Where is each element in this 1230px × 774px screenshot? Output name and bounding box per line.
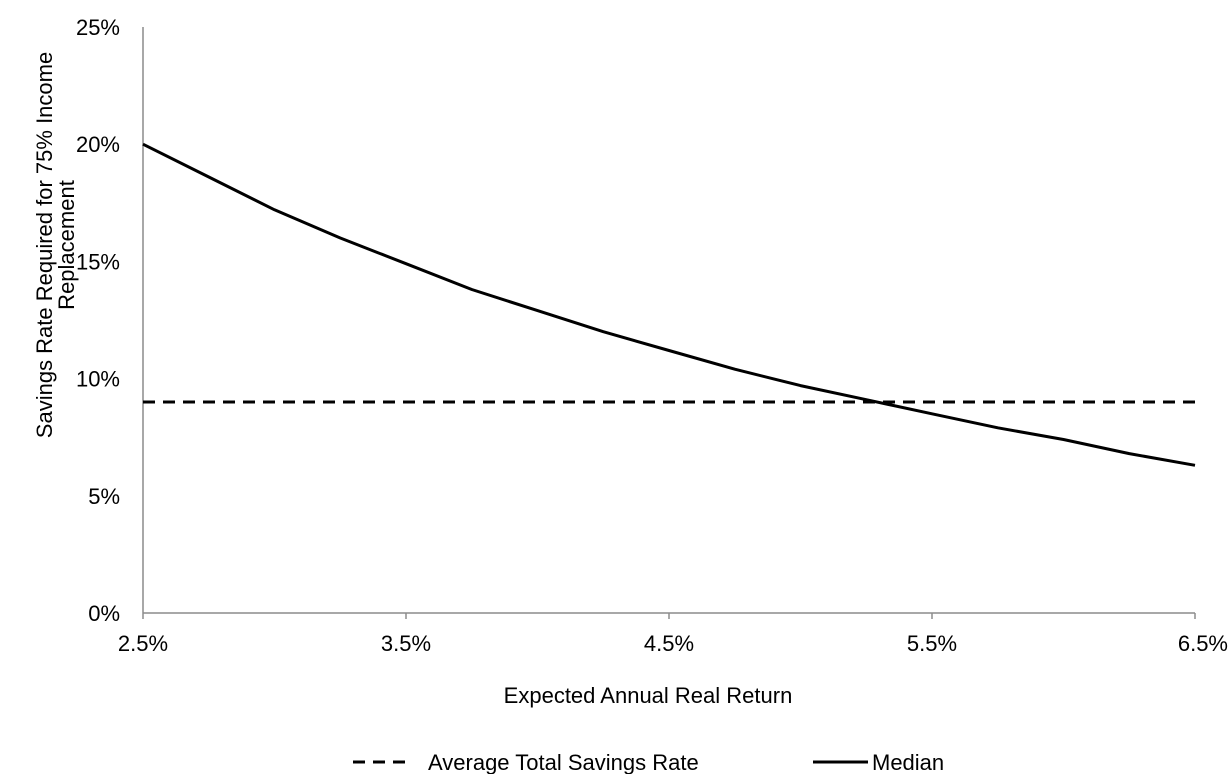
y-tick-label: 20% xyxy=(76,132,120,157)
x-tick-label: 6.5% xyxy=(1178,631,1228,656)
x-tick-label: 2.5% xyxy=(118,631,168,656)
y-axis-title: Savings Rate Required for 75% Income Rep… xyxy=(32,52,79,438)
y-axis-title-line-2: Replacement xyxy=(54,180,79,310)
y-axis-title-line-1: Savings Rate Required for 75% Income xyxy=(32,52,57,438)
legend: Average Total Savings Rate Median xyxy=(353,750,944,774)
y-tick-label: 25% xyxy=(76,15,120,40)
y-tick-label: 5% xyxy=(88,484,120,509)
x-tick-label: 5.5% xyxy=(907,631,957,656)
legend-label-average-total-savings-rate: Average Total Savings Rate xyxy=(428,750,699,774)
series-line-median xyxy=(142,142,1196,467)
y-tick-label: 0% xyxy=(88,601,120,626)
x-axis-title: Expected Annual Real Return xyxy=(504,683,793,708)
x-tick-label: 3.5% xyxy=(381,631,431,656)
y-axis-ticks: 0% 5% 10% 15% 20% 25% xyxy=(76,15,120,626)
y-tick-label: 15% xyxy=(76,249,120,274)
x-tick-label: 4.5% xyxy=(644,631,694,656)
series-group xyxy=(142,142,1196,467)
x-axis-ticks: 2.5% 3.5% 4.5% 5.5% 6.5% xyxy=(118,613,1228,656)
y-tick-label: 10% xyxy=(76,367,120,392)
legend-label-median: Median xyxy=(872,750,944,774)
